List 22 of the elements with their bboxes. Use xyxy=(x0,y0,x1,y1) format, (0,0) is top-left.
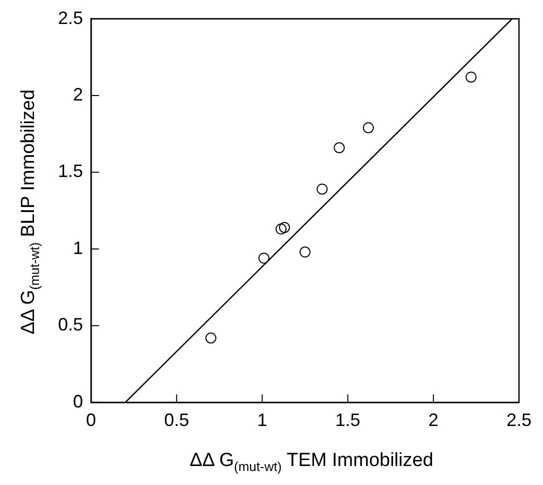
x-tick-label: 0 xyxy=(86,410,96,430)
point xyxy=(276,224,287,235)
x-tick-label: 2 xyxy=(428,410,438,430)
point xyxy=(278,222,290,233)
y-tick-label: 1 xyxy=(73,238,84,258)
y-tick-label: 1.5 xyxy=(58,161,84,182)
x-tick-label: 0.5 xyxy=(164,410,190,430)
y-tick-label: 2 xyxy=(73,84,84,104)
y-tick-label: 2.5 xyxy=(58,8,84,28)
point xyxy=(258,252,270,264)
point xyxy=(205,332,216,344)
x-tick-label: 1 xyxy=(257,410,268,430)
x-tick-label: 2.5 xyxy=(506,410,532,430)
point xyxy=(316,184,328,195)
point xyxy=(300,246,311,258)
point xyxy=(334,142,345,154)
y-tick-label: 0 xyxy=(73,391,84,412)
point xyxy=(362,122,374,134)
point xyxy=(466,72,477,83)
y-tick-label: 0.5 xyxy=(58,314,84,335)
x-tick-label: 1.5 xyxy=(335,410,360,430)
x-axis-title: ΔΔ G$_{(mut-wt)}$ TEM Immobilized xyxy=(188,450,434,474)
